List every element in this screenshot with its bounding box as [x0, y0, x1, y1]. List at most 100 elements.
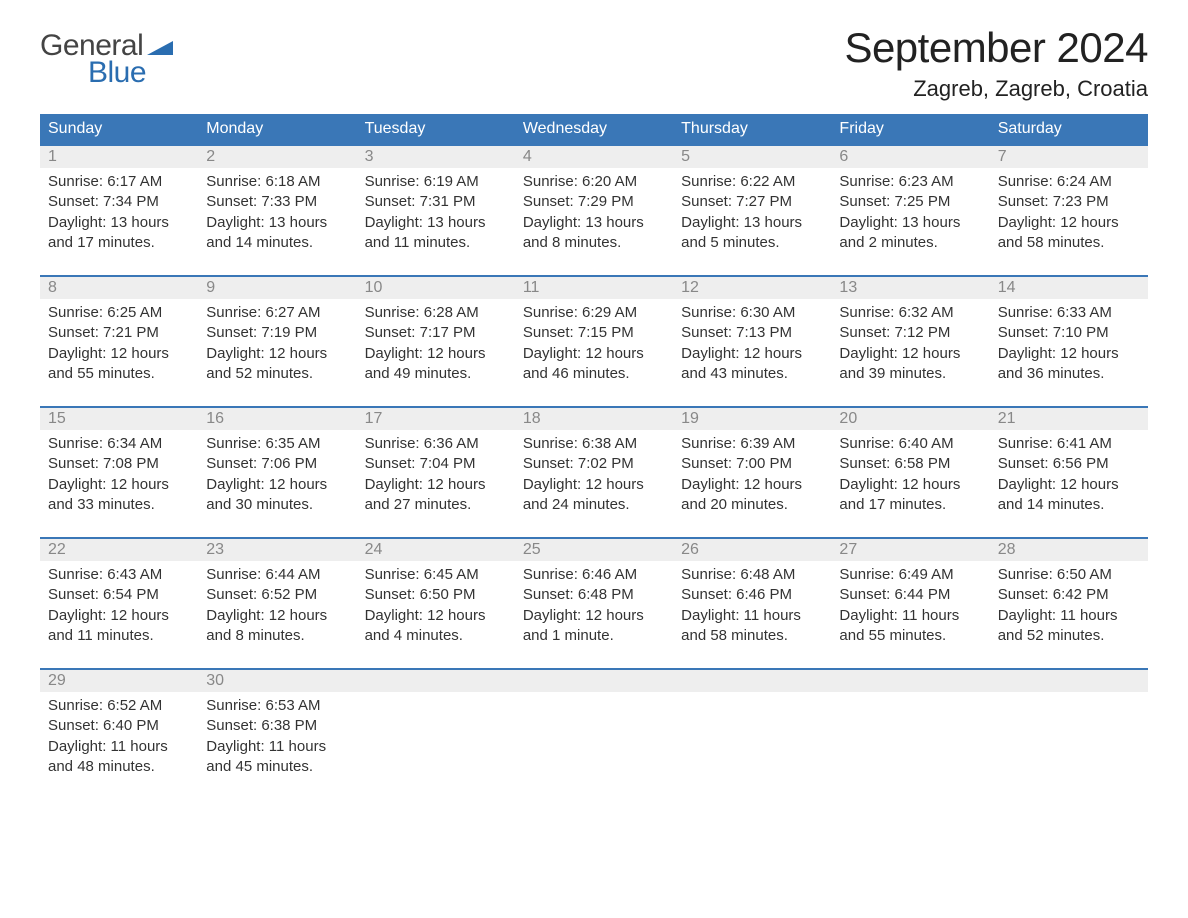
- day-number-bar: 28: [990, 539, 1148, 561]
- day-number-bar: 27: [831, 539, 989, 561]
- calendar-cell: 6Sunrise: 6:23 AMSunset: 7:25 PMDaylight…: [831, 144, 989, 275]
- day-details: Sunrise: 6:40 AMSunset: 6:58 PMDaylight:…: [839, 434, 981, 515]
- day-number-bar: 14: [990, 277, 1148, 299]
- page-header: General Blue September 2024 Zagreb, Zagr…: [40, 24, 1148, 102]
- day-number-bar: 17: [357, 408, 515, 430]
- calendar-cell: 15 Sunrise: 6:34 AMSunset: 7:08 PMDayligh…: [40, 406, 198, 537]
- day-details: Sunrise: 6:30 AMSunset: 7:13 PMDaylight:…: [681, 303, 823, 384]
- day-number: 24: [357, 541, 383, 558]
- day-number-bar: 5: [673, 146, 831, 168]
- day-number: 12: [673, 279, 699, 296]
- location-text: Zagreb, Zagreb, Croatia: [844, 76, 1148, 102]
- day-number-bar: 25: [515, 539, 673, 561]
- day-header: Wednesday: [515, 114, 673, 144]
- day-number: 30: [198, 672, 224, 689]
- day-details: Sunrise: 6:27 AMSunset: 7:19 PMDaylight:…: [206, 303, 348, 384]
- calendar-cell: 29 Sunrise: 6:52 AMSunset: 6:40 PMDayligh…: [40, 668, 198, 799]
- day-number-bar: 6: [831, 146, 989, 168]
- calendar-cell: 3Sunrise: 6:19 AMSunset: 7:31 PMDaylight…: [357, 144, 515, 275]
- day-number: 23: [198, 541, 224, 558]
- calendar-cell-empty: [990, 668, 1148, 799]
- day-number: 1: [40, 148, 57, 165]
- day-details: Sunrise: 6:46 AMSunset: 6:48 PMDaylight:…: [523, 565, 665, 646]
- calendar-cell: 28Sunrise: 6:50 AMSunset: 6:42 PMDayligh…: [990, 537, 1148, 668]
- calendar-cell: 19 Sunrise: 6:39 AMSunset: 7:00 PMDayligh…: [673, 406, 831, 537]
- day-number: 10: [357, 279, 383, 296]
- day-number-bar: 19: [673, 408, 831, 430]
- day-number-bar: 18: [515, 408, 673, 430]
- day-number-bar: 30: [198, 670, 356, 692]
- calendar-cell: 13Sunrise: 6:32 AMSunset: 7:12 PMDayligh…: [831, 275, 989, 406]
- calendar-cell-empty: [357, 668, 515, 799]
- day-details: Sunrise: 6:20 AMSunset: 7:29 PMDaylight:…: [523, 172, 665, 253]
- day-details: Sunrise: 6:41 AMSunset: 6:56 PMDaylight:…: [998, 434, 1140, 515]
- calendar-cell: 2Sunrise: 6:18 AMSunset: 7:33 PMDaylight…: [198, 144, 356, 275]
- day-details: Sunrise: 6:28 AMSunset: 7:17 PMDaylight:…: [365, 303, 507, 384]
- day-number: 8: [40, 279, 57, 296]
- day-details: Sunrise: 6:36 AMSunset: 7:04 PMDaylight:…: [365, 434, 507, 515]
- title-block: September 2024 Zagreb, Zagreb, Croatia: [844, 24, 1148, 102]
- logo-word-2: Blue: [40, 59, 173, 86]
- day-header: Friday: [831, 114, 989, 144]
- calendar-cell: 11 Sunrise: 6:29 AMSunset: 7:15 PMDayligh…: [515, 275, 673, 406]
- day-details: Sunrise: 6:24 AMSunset: 7:23 PMDaylight:…: [998, 172, 1140, 253]
- day-number-bar: 2: [198, 146, 356, 168]
- day-number-bar: 7: [990, 146, 1148, 168]
- day-number: 25: [515, 541, 541, 558]
- day-number: 9: [198, 279, 215, 296]
- day-details: Sunrise: 6:45 AMSunset: 6:50 PMDaylight:…: [365, 565, 507, 646]
- calendar-cell: 12 Sunrise: 6:30 AMSunset: 7:13 PMDayligh…: [673, 275, 831, 406]
- day-number-bar: 11: [515, 277, 673, 299]
- day-header: Sunday: [40, 114, 198, 144]
- calendar-cell: 26Sunrise: 6:48 AMSunset: 6:46 PMDayligh…: [673, 537, 831, 668]
- day-number: 14: [990, 279, 1016, 296]
- day-number-bar: 4: [515, 146, 673, 168]
- day-details: Sunrise: 6:49 AMSunset: 6:44 PMDaylight:…: [839, 565, 981, 646]
- day-details: Sunrise: 6:34 AMSunset: 7:08 PMDaylight:…: [48, 434, 190, 515]
- calendar-cell: 10 Sunrise: 6:28 AMSunset: 7:17 PMDayligh…: [357, 275, 515, 406]
- calendar-cell: 7 Sunrise: 6:24 AMSunset: 7:23 PMDaylight…: [990, 144, 1148, 275]
- day-number-bar: [831, 670, 989, 692]
- day-number-bar: 20: [831, 408, 989, 430]
- logo-mark-icon: [147, 32, 173, 59]
- day-number: 19: [673, 410, 699, 427]
- logo: General Blue: [40, 24, 173, 86]
- day-details: Sunrise: 6:29 AMSunset: 7:15 PMDaylight:…: [523, 303, 665, 384]
- day-header: Tuesday: [357, 114, 515, 144]
- day-number-bar: 16: [198, 408, 356, 430]
- day-number: 27: [831, 541, 857, 558]
- calendar-cell: 24 Sunrise: 6:45 AMSunset: 6:50 PMDayligh…: [357, 537, 515, 668]
- day-number-bar: 24: [357, 539, 515, 561]
- day-details: Sunrise: 6:44 AMSunset: 6:52 PMDaylight:…: [206, 565, 348, 646]
- calendar-cell: 22Sunrise: 6:43 AMSunset: 6:54 PMDayligh…: [40, 537, 198, 668]
- day-number: 17: [357, 410, 383, 427]
- calendar-cell: 21Sunrise: 6:41 AMSunset: 6:56 PMDayligh…: [990, 406, 1148, 537]
- day-details: Sunrise: 6:39 AMSunset: 7:00 PMDaylight:…: [681, 434, 823, 515]
- calendar-cell-empty: [515, 668, 673, 799]
- day-number: 28: [990, 541, 1016, 558]
- day-details: Sunrise: 6:33 AMSunset: 7:10 PMDaylight:…: [998, 303, 1140, 384]
- calendar-cell: 1Sunrise: 6:17 AMSunset: 7:34 PMDaylight…: [40, 144, 198, 275]
- day-number-bar: 12: [673, 277, 831, 299]
- day-details: Sunrise: 6:48 AMSunset: 6:46 PMDaylight:…: [681, 565, 823, 646]
- day-number: 29: [40, 672, 66, 689]
- calendar-cell: 8Sunrise: 6:25 AMSunset: 7:21 PMDaylight…: [40, 275, 198, 406]
- day-number-bar: 8: [40, 277, 198, 299]
- day-number: 6: [831, 148, 848, 165]
- day-number: 7: [990, 148, 1007, 165]
- calendar-cell: 4 Sunrise: 6:20 AMSunset: 7:29 PMDaylight…: [515, 144, 673, 275]
- calendar-cell: 23 Sunrise: 6:44 AMSunset: 6:52 PMDayligh…: [198, 537, 356, 668]
- day-number-bar: 1: [40, 146, 198, 168]
- day-header: Monday: [198, 114, 356, 144]
- logo-word-1: General: [40, 32, 143, 59]
- day-number-bar: 10: [357, 277, 515, 299]
- day-number: 22: [40, 541, 66, 558]
- day-details: Sunrise: 6:19 AMSunset: 7:31 PMDaylight:…: [365, 172, 507, 253]
- day-number-bar: [990, 670, 1148, 692]
- day-number-bar: 29: [40, 670, 198, 692]
- day-number-bar: 15: [40, 408, 198, 430]
- day-number-bar: [673, 670, 831, 692]
- day-details: Sunrise: 6:52 AMSunset: 6:40 PMDaylight:…: [48, 696, 190, 777]
- day-number-bar: 22: [40, 539, 198, 561]
- day-details: Sunrise: 6:35 AMSunset: 7:06 PMDaylight:…: [206, 434, 348, 515]
